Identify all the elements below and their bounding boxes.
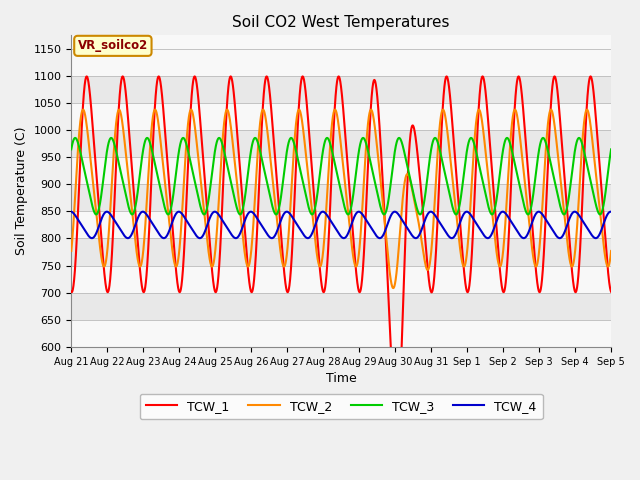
Line: TCW_4: TCW_4: [71, 212, 611, 238]
Bar: [71, 265, 611, 293]
TCW_3: [324, 136, 332, 142]
Bar: [71, 293, 611, 320]
TCW_3: [294, 158, 302, 164]
TCW_1: [324, 251, 332, 256]
TCW_1: [460, 265, 468, 271]
TCW_4: [324, 214, 332, 219]
Bar: [71, 320, 611, 347]
TCW_4: [564, 220, 572, 226]
TCW_2: [294, 108, 302, 114]
Bar: [71, 76, 611, 103]
Bar: [71, 157, 611, 184]
Line: TCW_3: TCW_3: [71, 138, 611, 215]
Title: Soil CO2 West Temperatures: Soil CO2 West Temperatures: [232, 15, 450, 30]
TCW_2: [389, 285, 397, 291]
TCW_1: [564, 218, 572, 224]
Bar: [71, 103, 611, 130]
TCW_4: [67, 209, 75, 215]
TCW_2: [324, 179, 332, 184]
TCW_1: [591, 102, 598, 108]
TCW_4: [591, 235, 598, 241]
TCW_1: [294, 115, 302, 120]
TCW_3: [460, 172, 468, 178]
TCW_3: [607, 146, 615, 152]
TCW_2: [564, 245, 572, 251]
TCW_1: [191, 73, 198, 79]
TCW_2: [460, 264, 468, 269]
Bar: [71, 184, 611, 211]
TCW_4: [607, 209, 615, 215]
TCW_2: [299, 121, 307, 127]
Bar: [71, 211, 611, 239]
TCW_1: [393, 419, 401, 424]
TCW_4: [460, 211, 468, 217]
Bar: [71, 130, 611, 157]
TCW_2: [223, 107, 231, 112]
TCW_4: [294, 224, 302, 229]
TCW_2: [607, 248, 615, 254]
TCW_1: [299, 73, 307, 79]
TCW_3: [591, 197, 598, 203]
TCW_4: [139, 209, 147, 215]
Bar: [71, 239, 611, 265]
X-axis label: Time: Time: [326, 372, 356, 385]
TCW_3: [67, 146, 75, 152]
Line: TCW_1: TCW_1: [71, 76, 611, 421]
TCW_4: [299, 230, 307, 236]
TCW_2: [591, 160, 598, 166]
TCW_3: [143, 135, 151, 141]
Y-axis label: Soil Temperature (C): Soil Temperature (C): [15, 127, 28, 255]
Text: VR_soilco2: VR_soilco2: [77, 39, 148, 52]
TCW_4: [124, 235, 132, 241]
TCW_1: [607, 289, 615, 295]
TCW_3: [129, 212, 136, 217]
TCW_3: [299, 178, 307, 184]
TCW_1: [67, 289, 75, 295]
Bar: [71, 49, 611, 76]
Line: TCW_2: TCW_2: [71, 109, 611, 288]
Legend: TCW_1, TCW_2, TCW_3, TCW_4: TCW_1, TCW_2, TCW_3, TCW_4: [140, 394, 543, 419]
TCW_2: [67, 248, 75, 254]
TCW_3: [564, 200, 572, 206]
